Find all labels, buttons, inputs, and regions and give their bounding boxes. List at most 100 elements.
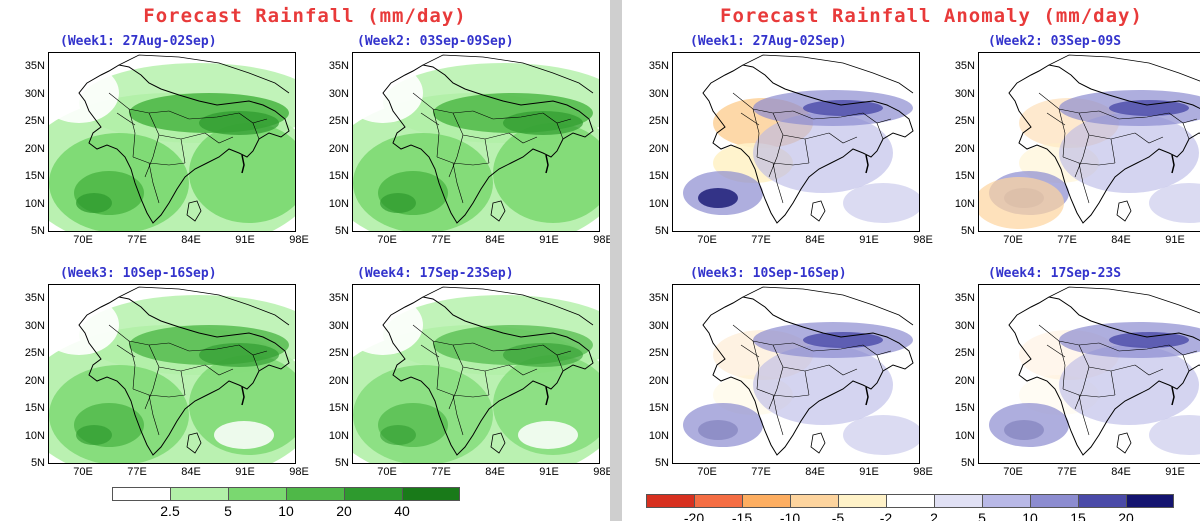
longitude-tick-label: 70E — [73, 466, 93, 478]
longitude-tick-label: 70E — [377, 234, 397, 246]
colorbar-tick-label: 5 — [224, 503, 232, 519]
colorbar-tick-label: -5 — [831, 510, 845, 521]
latitude-tick-label: 20N — [24, 142, 45, 155]
colorbar-tick-label: 10 — [1022, 510, 1038, 521]
latitude-tick-label: 15N — [328, 170, 349, 182]
latitude-tick-label: 30N — [954, 319, 975, 332]
longitude-tick-label: 91E — [539, 466, 559, 478]
latitude-tick-label: 15N — [954, 170, 975, 182]
latitude-tick-label: 5N — [30, 457, 45, 469]
panel-divider — [610, 0, 622, 521]
latitude-tick-label: 15N — [648, 402, 669, 414]
colorbar-segment — [838, 494, 886, 508]
colorbar-tick-label: 2 — [930, 510, 938, 521]
latitude-tick-label: 10N — [24, 197, 45, 210]
colorbar-tick-label: 10 — [278, 503, 294, 519]
forecast-rainfall-panel: Forecast Rainfall (mm/day) (Week1: 27Aug… — [0, 0, 610, 521]
anomaly-map-week3 — [672, 284, 920, 464]
colorbar-segment — [228, 487, 286, 501]
latitude-tick-label: 25N — [24, 347, 45, 359]
latitude-tick-label: 35N — [648, 292, 669, 304]
colorbar-segment — [402, 487, 460, 501]
latitude-tick-label: 20N — [648, 374, 669, 387]
latitude-tick-label: 35N — [954, 292, 975, 304]
colorbar-tick-label: -20 — [683, 510, 705, 521]
anomaly-colorbar — [646, 494, 1174, 508]
latitude-tick-label: 20N — [24, 374, 45, 387]
latitude-tick-label: 10N — [24, 429, 45, 442]
longitude-tick-label: 91E — [859, 466, 879, 478]
colorbar-tick-label: 2.5 — [160, 503, 180, 519]
rainfall-map-week2 — [352, 52, 600, 232]
colorbar-segment — [646, 494, 694, 508]
week-label: (Week2: 03Sep-09Sep) — [357, 34, 514, 49]
anomaly-map-week4 — [978, 284, 1200, 464]
latitude-tick-label: 30N — [648, 87, 669, 100]
rainfall-map-week4 — [352, 284, 600, 464]
latitude-tick-label: 15N — [648, 170, 669, 182]
latitude-tick-label: 35N — [328, 60, 349, 72]
colorbar-tick-label: 20 — [1118, 510, 1134, 521]
latitude-tick-label: 30N — [648, 319, 669, 332]
colorbar-tick-label: 20 — [336, 503, 352, 519]
colorbar-segment — [112, 487, 170, 501]
rainfall-map-week1 — [48, 52, 296, 232]
longitude-tick-label: 91E — [235, 234, 255, 246]
longitude-tick-label: 84E — [1111, 234, 1131, 246]
latitude-tick-label: 10N — [328, 429, 349, 442]
latitude-tick-label: 5N — [654, 225, 669, 237]
colorbar-segment — [886, 494, 934, 508]
latitude-tick-label: 15N — [328, 402, 349, 414]
longitude-tick-label: 77E — [431, 466, 451, 478]
longitude-tick-label: 84E — [485, 234, 505, 246]
anomaly-map-week2 — [978, 52, 1200, 232]
longitude-tick-label: 91E — [539, 234, 559, 246]
latitude-tick-label: 10N — [954, 429, 975, 442]
latitude-tick-label: 20N — [954, 142, 975, 155]
latitude-tick-label: 20N — [648, 142, 669, 155]
longitude-tick-label: 91E — [1165, 466, 1185, 478]
latitude-tick-label: 25N — [648, 347, 669, 359]
longitude-tick-label: 77E — [751, 466, 771, 478]
latitude-tick-label: 35N — [954, 60, 975, 72]
latitude-tick-label: 15N — [24, 170, 45, 182]
latitude-tick-label: 20N — [954, 374, 975, 387]
longitude-tick-label: 77E — [127, 466, 147, 478]
week-label: (Week3: 10Sep-16Sep) — [690, 266, 847, 281]
rainfall-map-week3 — [48, 284, 296, 464]
latitude-tick-label: 15N — [24, 402, 45, 414]
longitude-tick-label: 98E — [913, 234, 933, 246]
latitude-tick-label: 30N — [328, 319, 349, 332]
latitude-tick-label: 20N — [328, 142, 349, 155]
latitude-tick-label: 5N — [30, 225, 45, 237]
forecast-rainfall-title: Forecast Rainfall (mm/day) — [143, 5, 467, 27]
latitude-tick-label: 35N — [328, 292, 349, 304]
longitude-tick-label: 98E — [593, 466, 610, 478]
week-label: (Week1: 27Aug-02Sep) — [690, 34, 847, 49]
colorbar-segment — [1078, 494, 1126, 508]
latitude-tick-label: 25N — [954, 347, 975, 359]
colorbar-segment — [982, 494, 1030, 508]
colorbar-tick-label: 40 — [394, 503, 410, 519]
latitude-tick-label: 30N — [328, 87, 349, 100]
longitude-tick-label: 84E — [485, 466, 505, 478]
longitude-tick-label: 98E — [289, 466, 309, 478]
week-label: (Week4: 17Sep-23S — [988, 266, 1122, 281]
longitude-tick-label: 70E — [73, 234, 93, 246]
colorbar-segment — [170, 487, 228, 501]
latitude-tick-label: 35N — [24, 60, 45, 72]
longitude-tick-label: 70E — [1003, 234, 1023, 246]
week-label: (Week2: 03Sep-09S — [988, 34, 1122, 49]
latitude-tick-label: 10N — [648, 429, 669, 442]
latitude-tick-label: 25N — [24, 115, 45, 127]
colorbar-segment — [344, 487, 402, 501]
longitude-tick-label: 91E — [1165, 234, 1185, 246]
latitude-tick-label: 5N — [960, 225, 975, 237]
longitude-tick-label: 84E — [1111, 466, 1131, 478]
latitude-tick-label: 25N — [328, 115, 349, 127]
longitude-tick-label: 84E — [805, 466, 825, 478]
colorbar-segment — [1126, 494, 1174, 508]
latitude-tick-label: 35N — [24, 292, 45, 304]
longitude-tick-label: 77E — [1057, 234, 1077, 246]
latitude-tick-label: 5N — [654, 457, 669, 469]
